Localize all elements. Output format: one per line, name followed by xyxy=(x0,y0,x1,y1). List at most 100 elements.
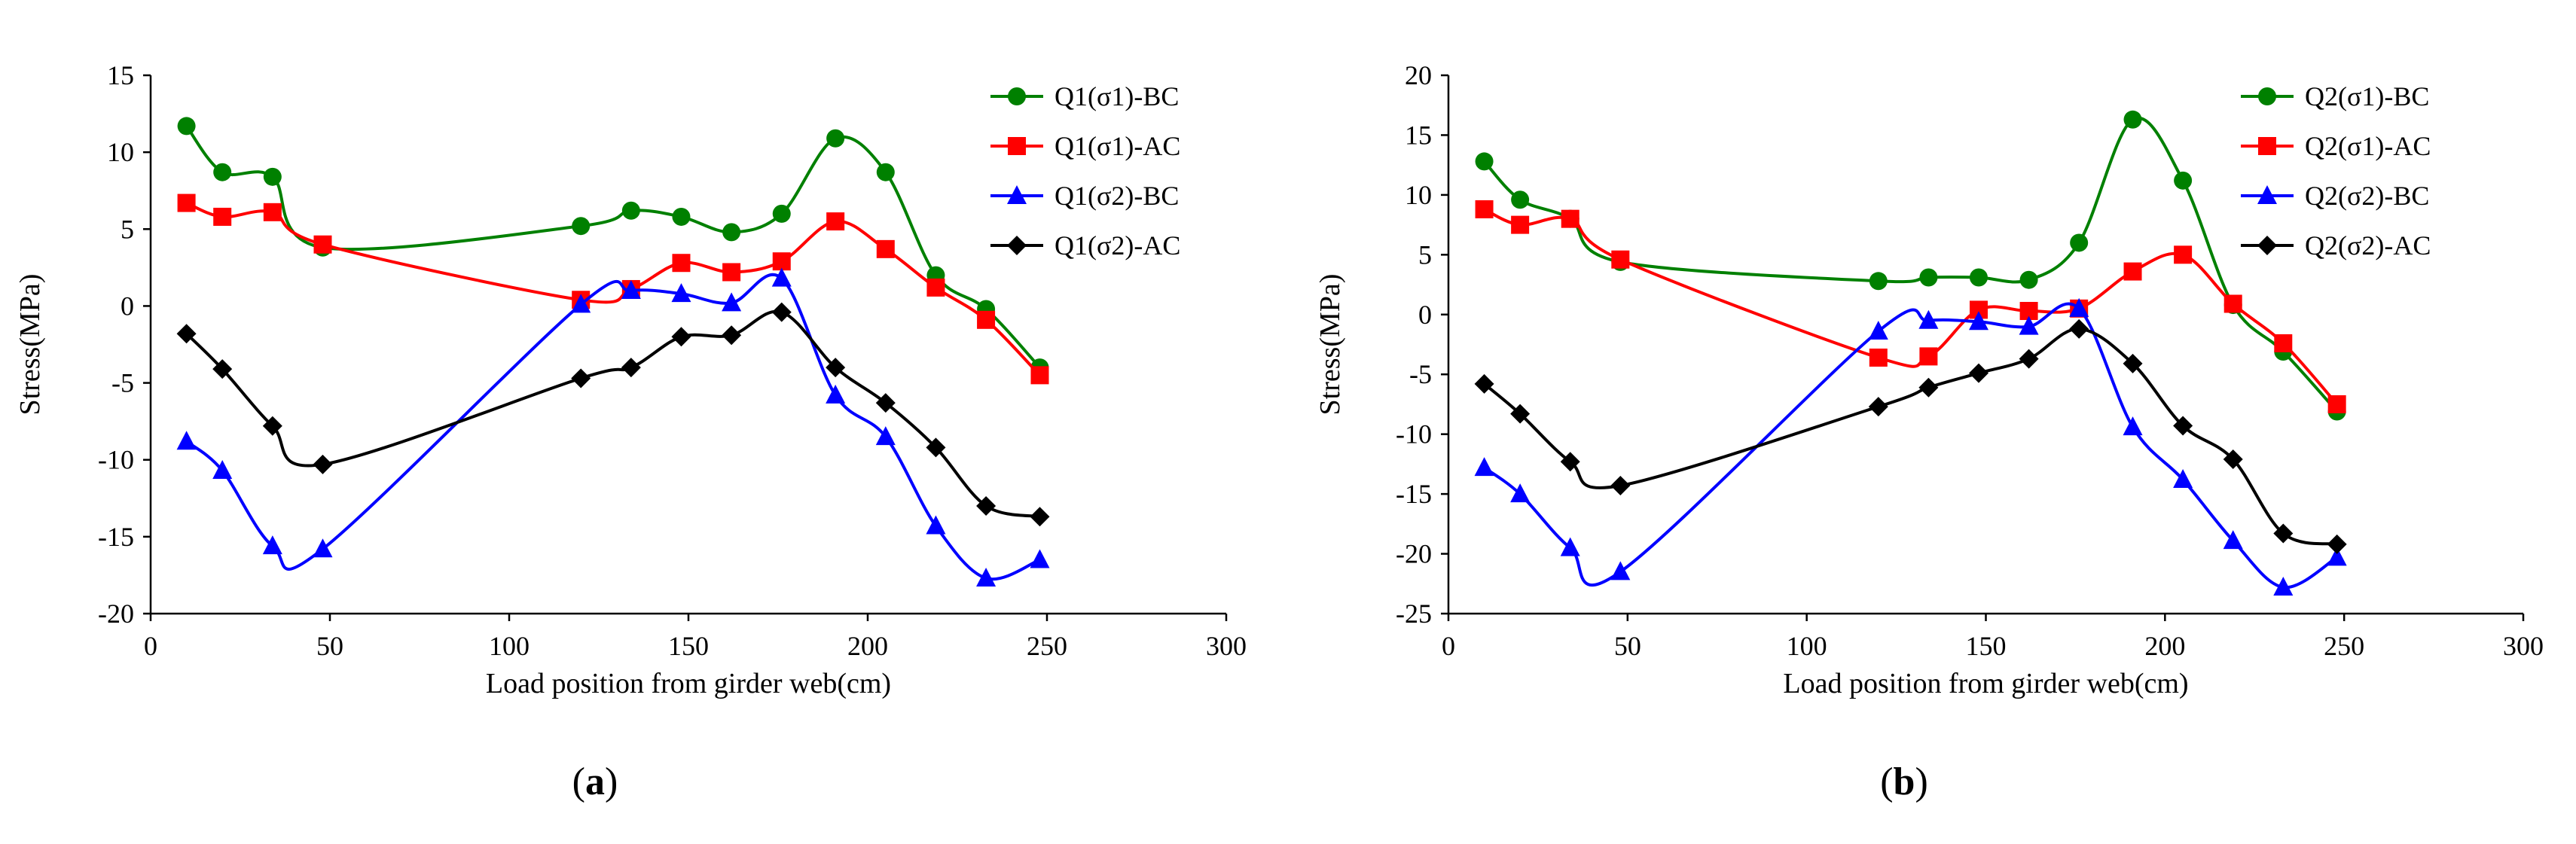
caption-paren-close: ) xyxy=(1915,760,1927,803)
data-point xyxy=(262,416,282,436)
x-tick-label: 100 xyxy=(489,631,530,661)
data-point xyxy=(2223,530,2243,550)
y-tick-label: 5 xyxy=(1418,239,1432,270)
data-point xyxy=(1560,537,1580,556)
data-point xyxy=(2327,395,2346,413)
data-point xyxy=(826,212,845,231)
series-Q2(σ1)-BC xyxy=(1475,110,2346,421)
data-point xyxy=(212,460,233,480)
series-Q2(σ2)-AC xyxy=(1474,318,2347,554)
data-point xyxy=(1869,272,1888,291)
panel-caption: (b) xyxy=(1880,760,1928,803)
legend-marker xyxy=(2258,87,2276,105)
data-point xyxy=(772,204,791,223)
data-point xyxy=(2173,469,2193,489)
data-point xyxy=(2223,449,2243,470)
data-point xyxy=(2273,523,2294,544)
x-tick-label: 150 xyxy=(668,631,709,661)
y-tick-label: 0 xyxy=(121,291,134,321)
legend-label: Q1(σ2)-BC xyxy=(1055,181,1179,211)
y-tick-label: -20 xyxy=(98,599,134,629)
series-line xyxy=(1483,116,2339,413)
series-Q1(σ1)-AC xyxy=(177,193,1049,385)
data-point xyxy=(926,278,945,297)
data-point xyxy=(1868,397,1888,417)
legend-label: Q2(σ1)-BC xyxy=(2305,81,2429,111)
data-point xyxy=(1918,309,1939,329)
data-point xyxy=(826,384,846,404)
data-point xyxy=(2223,294,2242,313)
data-point xyxy=(1869,348,1888,367)
legend-marker xyxy=(2257,185,2277,204)
data-point xyxy=(1475,152,1494,171)
data-point xyxy=(1610,561,1631,580)
caption-letter: a xyxy=(585,760,605,803)
x-tick-label: 200 xyxy=(2144,631,2185,661)
data-point xyxy=(672,207,691,226)
y-tick-label: 20 xyxy=(1405,60,1432,90)
legend-label: Q1(σ1)-AC xyxy=(1055,131,1180,161)
data-point xyxy=(826,129,845,148)
series-Q1(σ2)-BC xyxy=(176,267,1050,587)
legend-label: Q2(σ1)-AC xyxy=(2305,131,2431,161)
y-tick-label: 10 xyxy=(107,137,134,167)
data-point xyxy=(722,292,742,312)
legend-marker xyxy=(1007,185,1027,204)
data-point xyxy=(2069,297,2089,317)
data-point xyxy=(1969,268,1988,287)
data-point xyxy=(976,568,997,587)
x-axis-label: Load position from girder web(cm) xyxy=(1783,668,2188,699)
data-point xyxy=(621,201,640,220)
data-point xyxy=(177,117,196,136)
y-axis-label: Stress(MPa) xyxy=(1314,274,1346,416)
data-point xyxy=(2273,577,2294,596)
series-Q2(σ1)-AC xyxy=(1475,200,2346,413)
data-point xyxy=(213,163,232,181)
data-point xyxy=(672,254,691,273)
series-line xyxy=(1483,302,2338,590)
y-tick-label: -20 xyxy=(1396,539,1432,569)
legend-marker xyxy=(1008,87,1026,105)
data-point xyxy=(2327,547,2347,566)
caption-paren-close: ) xyxy=(605,760,618,803)
data-point xyxy=(2173,416,2193,436)
y-tick-label: -5 xyxy=(1409,359,1432,389)
data-point xyxy=(977,310,996,329)
data-point xyxy=(2123,353,2143,373)
data-point xyxy=(2174,171,2193,190)
data-point xyxy=(1611,250,1630,269)
data-point xyxy=(926,437,946,458)
x-tick-label: 0 xyxy=(144,631,157,661)
data-point xyxy=(1510,483,1531,503)
x-tick-label: 0 xyxy=(1442,631,1455,661)
x-axis-label: Load position from girder web(cm) xyxy=(486,668,891,699)
series-Q2(σ2)-BC xyxy=(1474,297,2347,596)
data-point xyxy=(2069,318,2089,339)
x-tick-label: 300 xyxy=(2503,631,2544,661)
x-tick-label: 50 xyxy=(1614,631,1641,661)
data-point xyxy=(1511,190,1530,209)
data-point xyxy=(1030,507,1050,527)
data-point xyxy=(2070,233,2089,252)
data-point xyxy=(671,283,691,303)
legend-label: Q1(σ1)-BC xyxy=(1055,81,1179,111)
data-point xyxy=(2019,270,2038,289)
y-axis-label: Stress(MPa) xyxy=(14,274,46,416)
series-line xyxy=(185,273,1041,581)
data-point xyxy=(176,431,197,450)
legend-marker xyxy=(2257,236,2277,255)
data-point xyxy=(1474,457,1494,477)
data-point xyxy=(1968,311,1988,331)
x-tick-label: 150 xyxy=(1966,631,2007,661)
y-tick-label: 0 xyxy=(1418,300,1432,330)
x-tick-label: 250 xyxy=(2324,631,2364,661)
data-point xyxy=(1919,347,1938,366)
panel-caption: (a) xyxy=(572,760,618,803)
x-tick-label: 50 xyxy=(316,631,343,661)
series-Q1(σ2)-AC xyxy=(176,302,1050,527)
data-point xyxy=(926,515,946,535)
data-point xyxy=(722,223,741,242)
data-point xyxy=(2327,534,2347,554)
